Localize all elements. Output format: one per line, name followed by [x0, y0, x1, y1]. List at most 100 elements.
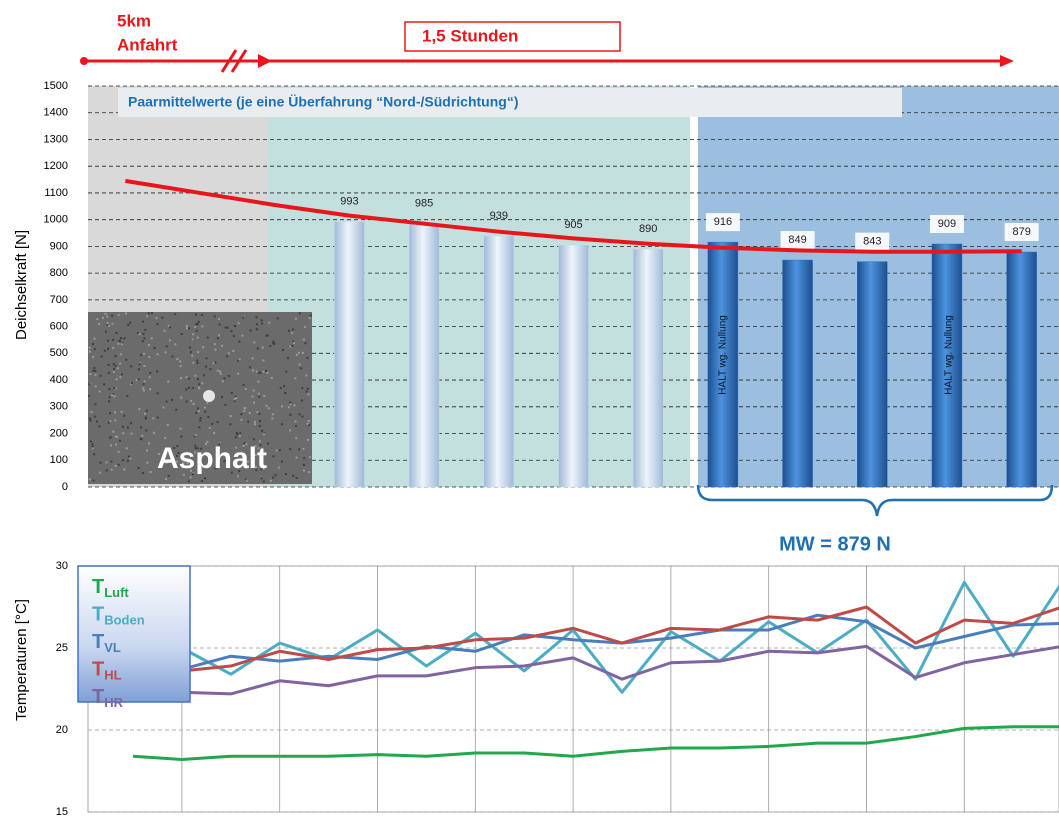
texture — [118, 464, 120, 466]
texture — [284, 392, 286, 394]
texture — [307, 393, 309, 395]
texture — [228, 375, 230, 377]
texture — [109, 396, 111, 398]
y-tick-label: 15 — [56, 806, 68, 818]
texture — [197, 337, 199, 339]
texture — [174, 343, 176, 345]
texture — [121, 343, 123, 345]
texture — [89, 417, 91, 419]
texture — [262, 359, 264, 361]
texture — [258, 413, 260, 415]
texture — [168, 475, 170, 477]
texture — [268, 322, 270, 324]
texture — [272, 455, 274, 457]
texture — [242, 317, 244, 319]
texture — [304, 326, 306, 328]
texture — [252, 357, 254, 359]
texture — [138, 467, 140, 469]
texture — [236, 433, 238, 435]
texture — [303, 464, 305, 466]
value-label: 905 — [564, 219, 582, 231]
annotation: 1,5 Stunden — [422, 26, 518, 45]
texture — [290, 346, 292, 348]
texture — [188, 387, 190, 389]
texture — [127, 427, 129, 429]
texture — [263, 395, 265, 397]
texture — [108, 388, 110, 390]
texture — [259, 425, 261, 427]
texture — [201, 314, 203, 316]
texture — [92, 343, 94, 345]
plot-area — [88, 566, 1059, 812]
texture — [214, 349, 216, 351]
texture — [126, 395, 128, 397]
texture — [237, 373, 239, 375]
texture — [107, 340, 109, 342]
texture — [200, 417, 202, 419]
texture — [251, 396, 253, 398]
texture — [309, 317, 311, 319]
texture — [198, 387, 200, 389]
texture — [98, 323, 100, 325]
texture — [201, 480, 203, 482]
page: 0100200300400500600700800900100011001200… — [0, 0, 1059, 819]
annotation: Paarmittelwerte (je eine Überfahrung “No… — [128, 94, 519, 110]
texture — [104, 350, 106, 352]
texture — [285, 371, 287, 373]
texture — [88, 395, 90, 397]
texture — [123, 468, 125, 470]
texture — [165, 478, 167, 480]
texture — [259, 420, 261, 422]
texture — [92, 447, 94, 449]
texture — [205, 366, 207, 368]
texture — [99, 391, 101, 393]
texture — [198, 383, 200, 385]
texture — [306, 357, 308, 359]
texture — [192, 333, 194, 335]
texture — [287, 357, 289, 359]
texture — [119, 340, 121, 342]
texture — [256, 316, 258, 318]
texture — [299, 364, 301, 366]
texture — [167, 424, 169, 426]
texture — [180, 377, 182, 379]
texture — [258, 393, 260, 395]
texture — [306, 391, 308, 393]
texture — [93, 338, 95, 340]
texture — [161, 317, 163, 319]
texture — [120, 353, 122, 355]
texture — [186, 376, 188, 378]
texture — [186, 325, 188, 327]
texture — [303, 457, 305, 459]
texture — [108, 422, 110, 424]
texture — [100, 462, 102, 464]
texture — [191, 355, 193, 357]
texture — [106, 322, 108, 324]
texture — [148, 356, 150, 358]
texture — [148, 442, 150, 444]
texture — [249, 412, 251, 414]
y-tick-label: 25 — [56, 642, 68, 654]
texture — [220, 373, 222, 375]
texture — [171, 356, 173, 358]
texture — [265, 370, 267, 372]
texture — [263, 433, 265, 435]
texture — [296, 457, 298, 459]
texture — [190, 351, 192, 353]
y-tick-label: 400 — [50, 374, 68, 386]
texture — [219, 371, 221, 373]
texture — [305, 374, 307, 376]
texture — [226, 355, 228, 357]
texture — [128, 455, 130, 457]
texture — [127, 324, 129, 326]
texture — [256, 371, 258, 373]
texture — [223, 377, 225, 379]
y-tick-label: 200 — [50, 427, 68, 439]
texture — [295, 318, 297, 320]
texture — [246, 480, 248, 482]
texture — [261, 430, 263, 432]
texture — [99, 472, 101, 474]
texture — [121, 411, 123, 413]
texture — [222, 380, 224, 382]
texture — [281, 405, 283, 407]
